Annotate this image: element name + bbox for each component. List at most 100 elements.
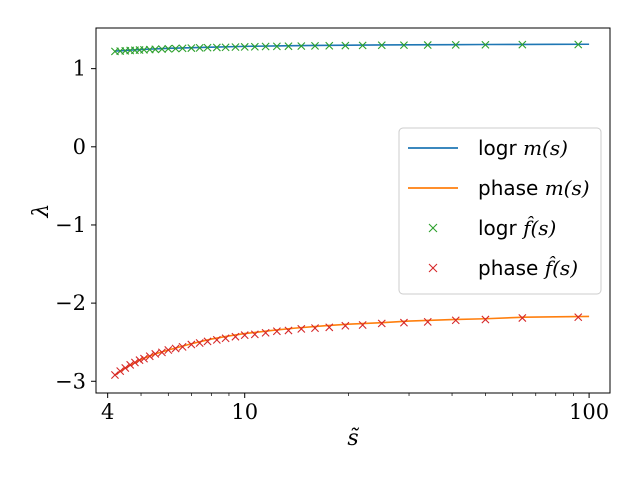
marker-stroke [164,44,173,53]
marker-stroke [140,45,148,54]
marker-stroke [358,321,367,329]
marker-stroke [116,367,125,376]
marker-stroke [203,337,212,346]
marker-stroke [272,327,281,336]
data-point [130,358,139,367]
legend-math: m(s) [523,136,568,160]
data-point [574,40,583,49]
legend: logr m(s)phase m(s)logr f̂(s)phase f̂(s) [398,127,602,295]
data-point [221,43,230,52]
y-axis-label: λ [29,204,54,219]
data-point [116,367,125,376]
data-point [377,41,386,50]
marker-stroke [231,43,240,52]
data-point [325,323,334,332]
marker-stroke [187,340,196,349]
data-point [187,44,196,53]
marker-stroke [178,342,187,351]
marker-stroke [212,43,221,52]
data-point [518,313,527,322]
marker-stroke [164,346,173,355]
marker-stroke [399,318,408,327]
series-1 [114,315,590,376]
data-point [272,42,281,51]
data-point [341,41,350,50]
marker-stroke [341,321,350,330]
marker-stroke [212,335,221,344]
legend-item: phase m(s) [408,176,590,200]
data-point [451,316,460,325]
data-point [261,42,270,51]
marker-stroke [250,42,259,51]
marker-stroke [135,356,144,365]
legend-math: f̂(s) [521,216,556,240]
data-point [284,326,293,335]
marker-stroke [325,41,334,50]
legend-item: phase f̂(s) [428,256,578,280]
data-point [221,334,230,343]
data-point [250,42,259,51]
marker-stroke [240,331,249,340]
marker-stroke [151,349,160,358]
marker-stroke [358,41,367,50]
legend-prefix: logr [478,216,523,240]
series-line [114,315,590,376]
data-point [178,44,187,53]
marker-stroke [145,45,154,54]
data-point [261,328,270,337]
marker-stroke [203,43,212,52]
marker-stroke [250,330,259,339]
marker-stroke [130,358,139,367]
marker-stroke [518,40,527,49]
x-tick-label: 10 [231,400,258,424]
legend-prefix: logr [478,136,523,160]
legend-swatch [428,263,438,273]
data-point [195,338,204,347]
marker-stroke [423,41,432,50]
marker-stroke [325,323,334,332]
marker-stroke [221,43,230,52]
marker-stroke [140,354,148,363]
marker-stroke [574,40,583,49]
marker-stroke [145,352,154,361]
data-point [126,360,135,369]
marker-stroke [423,317,432,326]
data-point [171,44,180,53]
marker-stroke [195,43,204,52]
legend-label: logr f̂(s) [478,216,556,240]
legend-swatch [428,223,438,233]
data-point [377,319,386,328]
y-tick-label: −1 [55,213,86,237]
y-tick-label: −3 [55,369,86,393]
legend-math: f̂(s) [543,256,578,280]
marker-stroke [311,324,319,333]
marker-stroke [574,313,583,322]
data-point [358,321,367,329]
marker-stroke [451,40,460,49]
data-point [399,318,408,327]
data-point [157,348,166,357]
marker-stroke [157,45,166,54]
data-point [121,364,130,372]
marker-stroke [171,344,180,353]
marker-stroke [110,47,119,56]
marker-stroke [518,313,527,322]
data-point [164,44,173,53]
x-tick-label: 4 [101,400,114,424]
marker-stroke [297,42,306,51]
data-point [518,40,527,49]
marker-stroke [272,42,281,51]
data-point [341,321,350,330]
data-point [110,371,119,380]
marker-stroke [231,332,240,341]
marker-stroke [221,334,230,343]
data-point [325,41,334,50]
data-point [423,317,432,326]
marker-stroke [195,338,204,347]
data-point [140,354,148,363]
data-point [358,41,367,50]
series-layer [110,40,590,380]
y-tick-label: −2 [55,291,86,315]
data-point [297,42,306,51]
